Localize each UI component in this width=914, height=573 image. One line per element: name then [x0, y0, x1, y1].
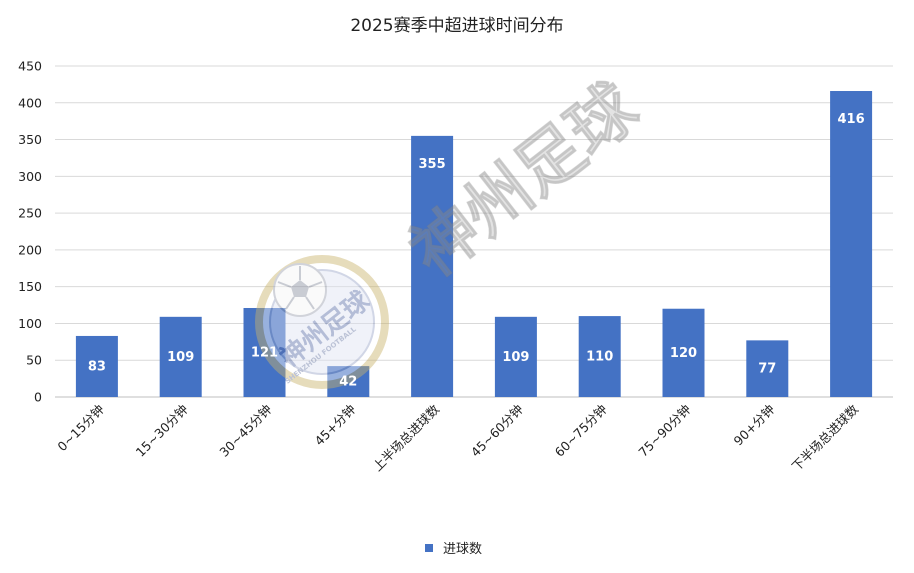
- y-tick-label: 450: [18, 59, 42, 74]
- bars: [75, 91, 873, 398]
- watermark-badge: SHENZHOU FOOTBALL 神州足球: [255, 255, 389, 389]
- chart-title: 2025赛季中超进球时间分布: [350, 15, 563, 36]
- bar: [662, 308, 705, 397]
- legend-label: 进球数: [443, 542, 482, 557]
- data-label: 120: [670, 346, 697, 361]
- x-tick-label: 45+分钟: [311, 402, 358, 449]
- bar: [830, 91, 873, 398]
- soccer-ball-icon: [273, 263, 327, 317]
- x-tick-label: 90+分钟: [730, 402, 777, 449]
- bar: [746, 340, 789, 397]
- x-axis-labels: 0~15分钟 15~30分钟 30~45分钟 45+分钟 上半场总进球数 45~60分钟 6…: [54, 401, 861, 474]
- y-tick-label: 250: [18, 206, 42, 221]
- x-tick-label: 60~75分钟: [552, 402, 610, 460]
- data-label: 109: [167, 350, 194, 365]
- data-labels: 83 109 121 42 355 109 110 120 77 416: [88, 112, 865, 390]
- y-tick-label: 0: [34, 390, 42, 405]
- bar: [494, 316, 537, 397]
- y-tick-label: 350: [18, 132, 42, 147]
- data-label: 110: [586, 350, 613, 365]
- x-tick-label: 上半场总进球数: [370, 401, 443, 474]
- x-tick-label: 15~30分钟: [133, 402, 191, 460]
- bar: [243, 307, 286, 397]
- bar: [75, 335, 118, 397]
- y-tick-label: 200: [18, 242, 42, 257]
- legend-swatch: [425, 544, 433, 552]
- data-label: 42: [339, 375, 357, 390]
- bar: [411, 135, 454, 397]
- data-label: 83: [88, 359, 106, 374]
- y-tick-label: 400: [18, 95, 42, 110]
- data-label: 416: [838, 112, 865, 127]
- bar: [327, 366, 370, 397]
- y-axis-ticks: 0 50 100 150 200 250 300 350 400 450: [18, 59, 42, 405]
- x-tick-label: 45~60分钟: [468, 402, 526, 460]
- bar: [578, 316, 621, 397]
- y-tick-label: 50: [26, 353, 42, 368]
- x-tick-label: 0~15分钟: [54, 402, 107, 455]
- y-tick-label: 300: [18, 169, 42, 184]
- x-tick-label: 30~45分钟: [216, 402, 274, 460]
- y-tick-label: 150: [18, 279, 42, 294]
- x-tick-label: 下半场总进球数: [789, 401, 862, 474]
- x-tick-label: 75~90分钟: [635, 402, 693, 460]
- data-label: 121: [251, 345, 278, 360]
- data-label: 77: [758, 362, 776, 377]
- bar: [159, 316, 202, 397]
- y-tick-label: 100: [18, 316, 42, 331]
- data-label: 355: [419, 157, 446, 172]
- data-label: 109: [502, 350, 529, 365]
- legend: 进球数: [425, 542, 482, 557]
